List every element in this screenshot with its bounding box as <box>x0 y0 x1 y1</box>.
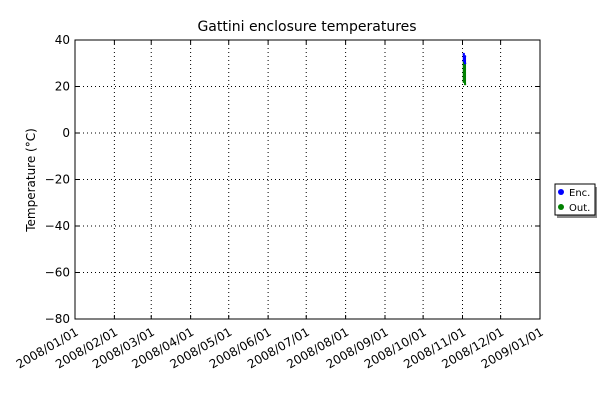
chart-title: Gattini enclosure temperatures <box>197 19 416 35</box>
data-point <box>462 59 465 63</box>
y-tick-label: −60 <box>45 266 70 280</box>
y-tick-label: 0 <box>62 126 70 140</box>
legend-label: Enc. <box>569 188 590 199</box>
y-tick-label: −20 <box>45 173 70 187</box>
legend: Enc. Out. <box>554 183 597 218</box>
y-tick-label: 40 <box>55 33 70 47</box>
legend-marker <box>558 189 564 195</box>
data-point <box>463 55 467 58</box>
data-series <box>462 52 467 86</box>
grid <box>75 40 540 319</box>
data-point <box>462 52 465 56</box>
legend-label: Out. <box>569 203 590 214</box>
data-point <box>462 80 465 84</box>
y-tick-label: −40 <box>45 219 70 233</box>
y-tick-label: 20 <box>55 80 70 94</box>
y-tick-label: −80 <box>45 312 70 326</box>
legend-marker <box>558 204 564 210</box>
tick-marks <box>74 39 541 320</box>
data-point <box>463 62 467 65</box>
y-tick-labels: 40 20 0 −20 −40 −60 −80 <box>45 33 70 326</box>
y-axis-label: Temperature (°C) <box>24 128 38 233</box>
data-point <box>463 82 467 86</box>
x-tick-labels: 2008/01/012008/02/012008/03/012008/04/01… <box>14 325 546 372</box>
series-enc <box>462 52 467 65</box>
